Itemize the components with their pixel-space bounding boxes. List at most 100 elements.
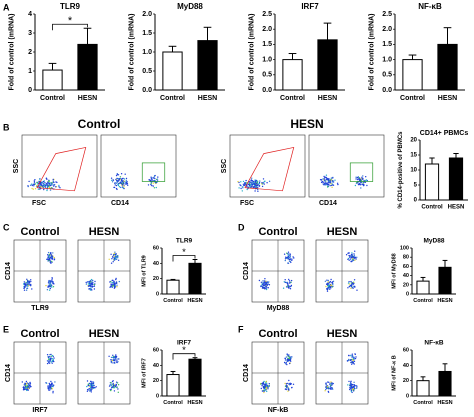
y-axis-title: Fold of control (mRNA) bbox=[9, 14, 16, 91]
flow-dot bbox=[360, 187, 362, 189]
flow-dot bbox=[24, 382, 26, 384]
axis-label: FSC bbox=[240, 200, 254, 207]
flow-dot bbox=[353, 356, 355, 358]
chart-title: IRF7 bbox=[301, 2, 319, 11]
flow-dot bbox=[267, 388, 269, 390]
flow-dot bbox=[150, 176, 152, 178]
flow-dot bbox=[288, 278, 290, 281]
flow-dot bbox=[283, 253, 286, 255]
flow-dot bbox=[50, 286, 52, 288]
flow-dot bbox=[268, 180, 271, 182]
flow-dot bbox=[349, 359, 351, 361]
flow-dot bbox=[326, 288, 328, 290]
flow-dot bbox=[51, 277, 53, 279]
flow-dot bbox=[251, 183, 253, 186]
flow-dot bbox=[53, 183, 55, 186]
flow-dot bbox=[47, 259, 50, 261]
flow-dot bbox=[109, 286, 111, 288]
flow-dot bbox=[111, 286, 113, 288]
chart-title: CD14+ PBMCs bbox=[420, 130, 469, 137]
flow-dot bbox=[266, 182, 268, 184]
x-tick-label: Control bbox=[400, 95, 425, 102]
flow-dot bbox=[27, 386, 30, 388]
y-tick-label: 0 bbox=[156, 291, 159, 297]
flow-dot bbox=[261, 287, 264, 289]
x-tick-label: Control bbox=[163, 400, 183, 406]
flow-dot bbox=[108, 385, 111, 387]
flow-dot bbox=[239, 184, 241, 186]
bar bbox=[438, 266, 452, 295]
flow-dot bbox=[113, 385, 115, 387]
flow-dot bbox=[351, 388, 354, 391]
x-tick-label: HESN bbox=[187, 298, 202, 304]
flow-dot bbox=[292, 383, 295, 385]
flow-dot bbox=[53, 384, 55, 386]
flow-dot bbox=[34, 188, 37, 190]
bar bbox=[188, 262, 202, 295]
flow-dot bbox=[30, 279, 32, 281]
y-tick-label: 40 bbox=[153, 363, 159, 369]
flow-dot bbox=[58, 186, 60, 188]
flow-dot bbox=[123, 186, 125, 188]
y-tick-label: 0 bbox=[28, 87, 32, 94]
flow-dot bbox=[53, 256, 55, 259]
flow-dot bbox=[154, 177, 156, 180]
flow-dot bbox=[284, 388, 287, 390]
flow-dot bbox=[289, 288, 292, 290]
flow-dot bbox=[48, 382, 50, 385]
significance-bracket bbox=[172, 353, 196, 360]
axis-label: CD14 bbox=[243, 364, 250, 382]
chart-title: NF-κB bbox=[424, 340, 443, 347]
flow-dot bbox=[111, 258, 113, 260]
flow-dot bbox=[114, 251, 116, 253]
flow-dot bbox=[287, 357, 290, 360]
flow-dot bbox=[359, 178, 361, 181]
flow-dot bbox=[52, 180, 54, 182]
flow-dot bbox=[354, 387, 356, 390]
flow-dot bbox=[327, 186, 329, 188]
flow-dot bbox=[262, 284, 265, 287]
flow-dot bbox=[267, 287, 269, 289]
flow-dot bbox=[349, 256, 351, 258]
flow-dot bbox=[266, 382, 268, 385]
flow-dot bbox=[50, 183, 52, 186]
flow-dot bbox=[125, 183, 127, 185]
flow-dot bbox=[47, 254, 49, 256]
flow-dot bbox=[327, 283, 330, 285]
flow-dot bbox=[114, 255, 117, 257]
flow-dot bbox=[350, 254, 353, 256]
flow-dot bbox=[257, 188, 259, 191]
flow-dot bbox=[111, 359, 114, 362]
flow-dot bbox=[123, 178, 126, 180]
flow-dot bbox=[263, 387, 265, 390]
flow-dot bbox=[320, 181, 323, 184]
flow-dot bbox=[112, 179, 114, 181]
y-axis-title: Fold of control (mRNA) bbox=[249, 14, 256, 91]
flow-dot bbox=[110, 262, 113, 264]
flow-dot bbox=[112, 354, 114, 356]
flow-dot bbox=[87, 283, 90, 285]
flow-dot bbox=[242, 187, 244, 189]
flow-dot bbox=[327, 381, 329, 383]
flow-dot bbox=[150, 183, 152, 186]
flow-dot bbox=[350, 387, 352, 390]
flow-title: HESN bbox=[327, 328, 358, 340]
flow-dot bbox=[352, 258, 354, 261]
flow-dot bbox=[252, 186, 254, 189]
flow-dot bbox=[287, 387, 289, 389]
flow-dot bbox=[42, 186, 44, 188]
flow-dot bbox=[157, 176, 159, 178]
flow-dot bbox=[32, 183, 34, 185]
flow-dot bbox=[238, 181, 240, 184]
flow-dot bbox=[356, 387, 358, 389]
flow-dot bbox=[121, 182, 124, 185]
flow-dot bbox=[327, 386, 329, 389]
flow-dot bbox=[110, 361, 113, 364]
flow-dot bbox=[50, 353, 52, 356]
flow-dot bbox=[49, 287, 51, 290]
flow-dot bbox=[292, 256, 294, 258]
flow-dot bbox=[257, 190, 259, 192]
flow-dot bbox=[150, 182, 152, 185]
x-tick-label: Control bbox=[163, 298, 183, 304]
flow-dot bbox=[353, 386, 355, 388]
